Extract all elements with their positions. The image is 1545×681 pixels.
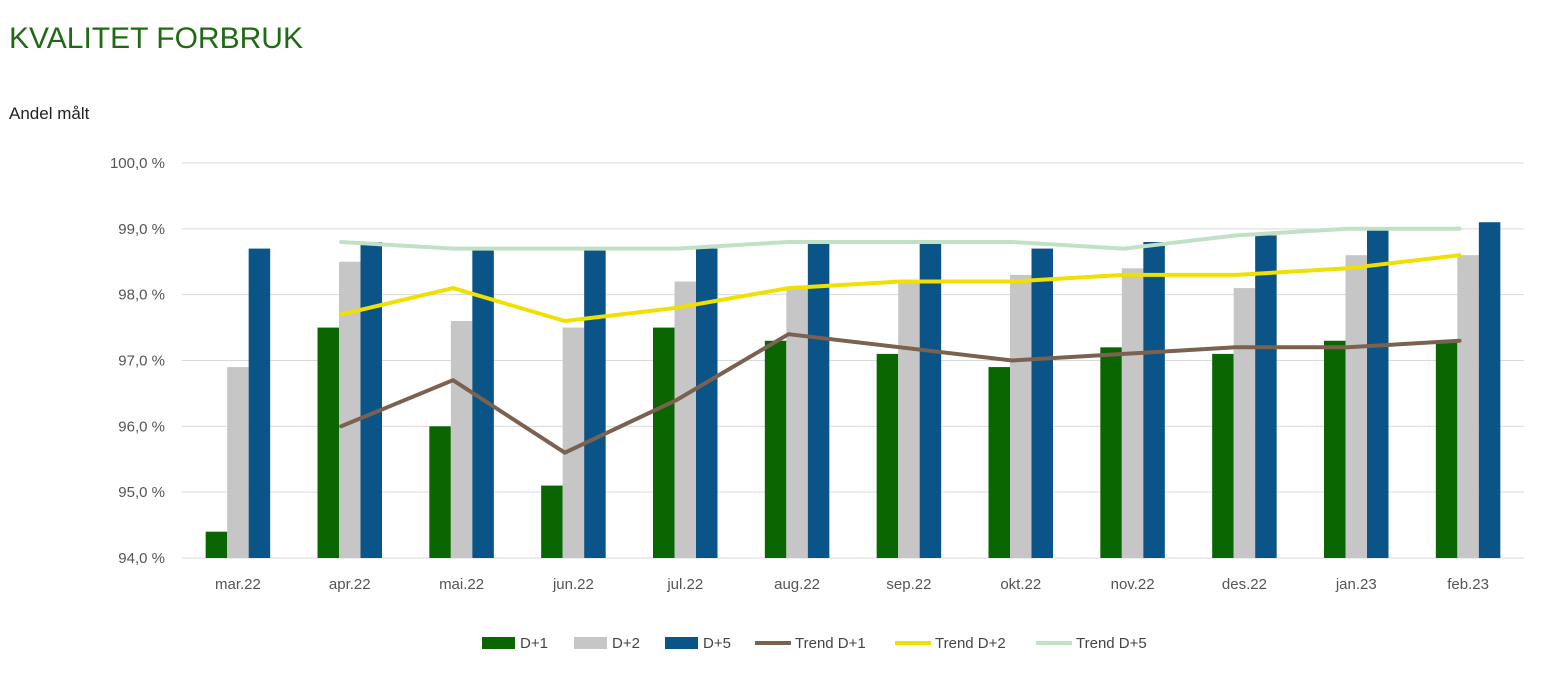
bar-d5-jun.22 xyxy=(584,248,606,559)
x-tick-label: mai.22 xyxy=(439,576,484,593)
legend-item-d-1: D+1 xyxy=(482,635,548,652)
legend-swatch xyxy=(574,637,607,649)
legend-label: Trend D+2 xyxy=(935,635,1006,652)
x-tick-label: nov.22 xyxy=(1111,576,1155,593)
bar-d1-mar.22 xyxy=(205,531,228,558)
x-tick-label: jan.23 xyxy=(1335,576,1377,593)
x-tick-label: jul.22 xyxy=(666,576,703,593)
bar-d2-sep.22 xyxy=(898,281,920,558)
bar-d2-jul.22 xyxy=(674,281,696,558)
bar-d1-okt.22 xyxy=(988,367,1010,558)
bar-d1-des.22 xyxy=(1212,353,1234,558)
legend-item-trend-d-1: Trend D+1 xyxy=(755,635,866,652)
chart-title: KVALITET FORBRUK xyxy=(9,22,303,55)
bar-d2-jun.22 xyxy=(562,327,585,558)
bar-d5-jul.22 xyxy=(696,248,718,559)
y-tick-label: 98,0 % xyxy=(118,287,165,304)
bar-d5-okt.22 xyxy=(1031,248,1053,559)
bar-d5-sep.22 xyxy=(919,242,942,558)
bar-d5-nov.22 xyxy=(1143,242,1165,558)
x-tick-label: feb.23 xyxy=(1447,576,1489,593)
legend-label: D+5 xyxy=(703,635,731,652)
bar-d1-jun.22 xyxy=(541,485,563,558)
bar-d1-sep.22 xyxy=(876,353,899,558)
x-tick-label: okt.22 xyxy=(1000,576,1041,593)
bar-d1-aug.22 xyxy=(764,340,787,558)
x-tick-label: sep.22 xyxy=(886,576,931,593)
trend-lines xyxy=(339,226,1462,455)
y-tick-label: 97,0 % xyxy=(118,353,165,370)
bar-d2-feb.23 xyxy=(1457,255,1479,558)
x-tick-label: jun.22 xyxy=(552,576,594,593)
y-tick-label: 95,0 % xyxy=(118,484,165,501)
legend-label: D+1 xyxy=(520,635,548,652)
bar-d2-mai.22 xyxy=(450,321,473,558)
bar-d5-jan.23 xyxy=(1367,228,1389,559)
y-tick-label: 96,0 % xyxy=(118,418,165,435)
y-axis-ticks: 94,0 % 95,0 % 96,0 % 97,0 % 98,0 % 99,0 % 100,… xyxy=(110,155,165,567)
x-tick-label: aug.22 xyxy=(774,576,820,593)
bar-d1-apr.22 xyxy=(317,327,339,558)
bar-d5-apr.22 xyxy=(360,242,382,558)
line-trend-d-1 xyxy=(339,332,1462,455)
bar-d2-mar.22 xyxy=(227,367,249,558)
x-tick-label: des.22 xyxy=(1222,576,1267,593)
bar-d1-jan.23 xyxy=(1324,340,1346,558)
y-tick-label: 100,0 % xyxy=(110,155,165,172)
legend-item-d-2: D+2 xyxy=(574,635,640,652)
legend-label: D+2 xyxy=(612,635,640,652)
x-tick-label: mar.22 xyxy=(215,576,261,593)
legend-swatch xyxy=(665,637,698,649)
bar-d2-nov.22 xyxy=(1121,268,1144,558)
legend-label: Trend D+5 xyxy=(1076,635,1147,652)
bar-d2-jan.23 xyxy=(1345,255,1367,558)
bar-d1-nov.22 xyxy=(1100,347,1122,558)
y-tick-label: 94,0 % xyxy=(118,550,165,567)
line-trend-d-5 xyxy=(339,226,1462,251)
line-trend-d-2 xyxy=(339,253,1462,323)
bar-d5-feb.23 xyxy=(1478,222,1501,558)
legend-item-trend-d-2: Trend D+2 xyxy=(895,635,1006,652)
y-tick-label: 99,0 % xyxy=(118,221,165,238)
legend-swatch xyxy=(482,637,515,649)
x-tick-label: apr.22 xyxy=(329,576,371,593)
chart-subtitle: Andel målt xyxy=(9,104,90,123)
bar-d2-des.22 xyxy=(1233,288,1256,558)
bar-d5-aug.22 xyxy=(807,242,830,558)
legend-label: Trend D+1 xyxy=(795,635,866,652)
legend: D+1 D+2 D+5 Trend D+1 Trend D+2 Trend D+5 xyxy=(482,635,1147,652)
bar-d1-mai.22 xyxy=(429,426,451,558)
bar-d5-mar.22 xyxy=(248,248,271,559)
bar-d1-jul.22 xyxy=(653,327,675,558)
bar-d5-des.22 xyxy=(1255,235,1277,558)
bar-d2-aug.22 xyxy=(786,288,808,558)
bar-d2-okt.22 xyxy=(1010,274,1032,558)
legend-item-d-5: D+5 xyxy=(665,635,731,652)
bar-d2-apr.22 xyxy=(339,261,361,558)
x-axis-ticks: mar.22 apr.22 mai.22 jun.22 jul.22 aug.22 sep.… xyxy=(215,576,1489,593)
bar-d5-mai.22 xyxy=(472,248,494,559)
bars xyxy=(205,222,1501,559)
legend-item-trend-d-5: Trend D+5 xyxy=(1036,635,1147,652)
gridlines xyxy=(182,162,1524,559)
bar-d1-feb.23 xyxy=(1435,340,1458,558)
